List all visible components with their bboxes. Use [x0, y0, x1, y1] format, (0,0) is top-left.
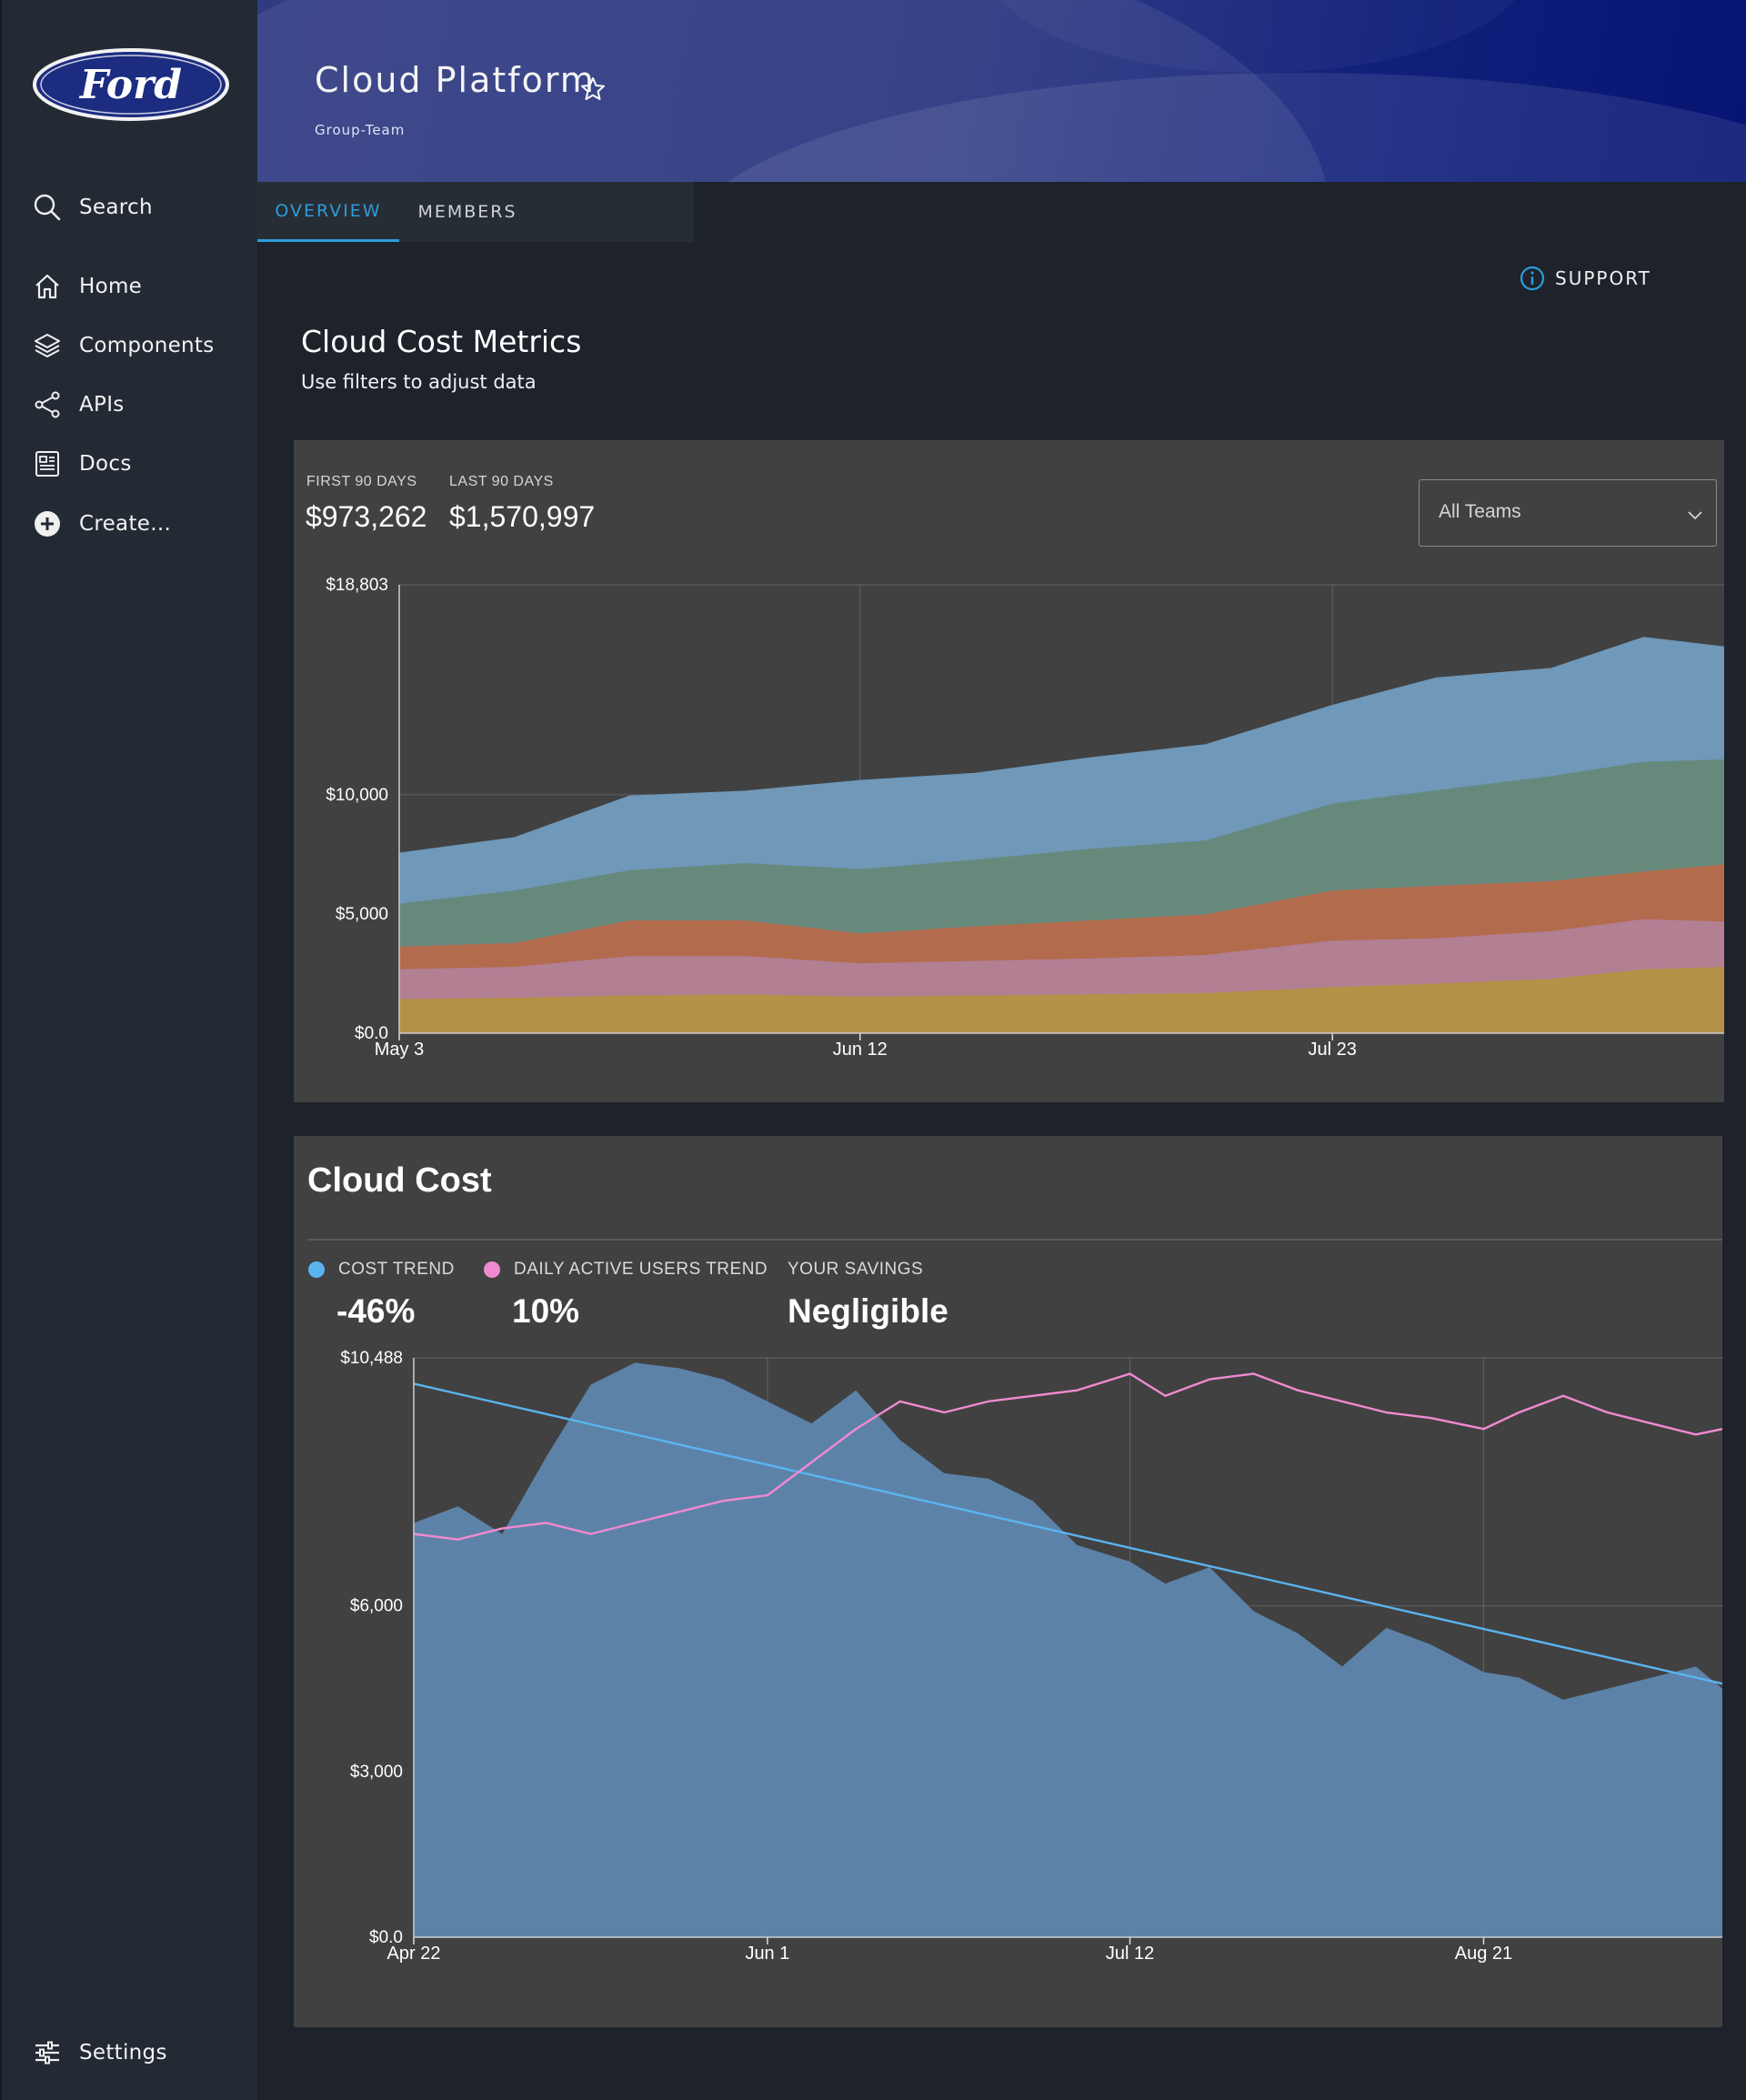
chevron-down-icon — [1688, 511, 1702, 520]
nav-components-label: Components — [79, 334, 215, 357]
x-tick-label: Jul 23 — [1309, 1040, 1357, 1060]
star-icon[interactable] — [579, 75, 607, 103]
y-tick-label: $6,000 — [350, 1597, 403, 1616]
tab-group: OVERVIEW MEMBERS — [257, 182, 694, 242]
y-tick-label: $0.0 — [369, 1928, 403, 1947]
x-tick-label: Jun 1 — [745, 1944, 789, 1964]
nav-apis-label: APIs — [79, 393, 125, 417]
x-tick-label: Jul 12 — [1106, 1944, 1154, 1964]
nav-settings[interactable]: Settings — [33, 2033, 251, 2073]
support-link[interactable]: SUPPORT — [1519, 264, 1651, 293]
page-header: Cloud Platform Group-Team — [257, 0, 1746, 182]
sidebar: Ford Search Home Components APIs Docs Cr… — [0, 0, 257, 2100]
page-subtitle: Group-Team — [315, 122, 406, 138]
cloud-cost-area[interactable] — [414, 1362, 1722, 1937]
cost-metrics-chart: $0.0 $5,000 $10,000 $18,803 May 3 Jun 12 Jul 2… — [326, 576, 1724, 1060]
nav-docs[interactable]: Docs — [33, 444, 251, 484]
tab-overview[interactable]: OVERVIEW — [257, 182, 399, 242]
x-tick-label: Apr 22 — [387, 1944, 441, 1964]
nav-docs-label: Docs — [79, 452, 132, 476]
y-tick-label: $10,000 — [326, 786, 388, 805]
cost-trend-line[interactable] — [413, 1382, 1722, 1685]
nav-search[interactable]: Search — [33, 187, 251, 227]
area-series-4[interactable] — [398, 637, 1724, 904]
cost-trend-value: -46% — [336, 1292, 416, 1330]
nav-home[interactable]: Home — [33, 266, 251, 306]
nav-search-label: Search — [79, 196, 153, 219]
ford-logo[interactable]: Ford — [32, 47, 230, 122]
x-tick-label: Jun 12 — [833, 1040, 888, 1060]
first-90-days-value: $973,262 — [306, 500, 427, 533]
tab-members[interactable]: MEMBERS — [417, 202, 517, 222]
sliders-icon — [35, 2041, 59, 2065]
cloud-cost-card: Cloud Cost COST TREND -46% DAILY ACTIVE … — [294, 1136, 1722, 2027]
team-filter-select[interactable]: All Teams — [1419, 479, 1717, 547]
cloud-cost-chart: $0.0 $3,000 $6,000 $10,488 Apr 22 Jun 1 Jul 12… — [340, 1349, 1722, 1964]
divider — [307, 1239, 1722, 1241]
share-icon — [35, 391, 60, 418]
nav-create-label: Create... — [79, 512, 172, 536]
y-tick-label: $3,000 — [350, 1763, 403, 1782]
first-90-days-label: FIRST 90 DAYS — [306, 474, 417, 489]
dau-trend-line[interactable] — [413, 1372, 1722, 1541]
savings-label: YOUR SAVINGS — [788, 1260, 924, 1279]
cloud-cost-title: Cloud Cost — [307, 1161, 492, 1200]
home-icon — [35, 274, 59, 299]
nav-settings-label: Settings — [79, 2041, 167, 2065]
dau-trend-dot — [484, 1261, 500, 1278]
docs-icon — [35, 451, 59, 477]
y-tick-label: $10,488 — [340, 1349, 403, 1368]
section-title: Cloud Cost Metrics — [301, 324, 582, 359]
team-filter-value: All Teams — [1439, 501, 1521, 522]
cost-trend-label: COST TREND — [338, 1260, 455, 1279]
header-decoration — [257, 0, 1746, 182]
last-90-days-value: $1,570,997 — [449, 500, 596, 533]
x-tick-label: Aug 21 — [1455, 1944, 1512, 1964]
section-subtitle: Use filters to adjust data — [301, 371, 537, 393]
dau-trend-value: 10% — [512, 1292, 580, 1330]
y-tick-label: $0.0 — [355, 1024, 388, 1043]
cost-metrics-card: FIRST 90 DAYS $973,262 LAST 90 DAYS $1,5… — [294, 440, 1724, 1102]
support-label: SUPPORT — [1555, 267, 1651, 289]
cost-trend-dot — [308, 1261, 325, 1278]
layers-icon — [35, 334, 60, 357]
page-title: Cloud Platform — [315, 60, 596, 100]
savings-value: Negligible — [788, 1292, 948, 1330]
nav-components[interactable]: Components — [33, 326, 251, 366]
plus-circle-icon — [35, 511, 60, 537]
y-tick-label: $5,000 — [336, 905, 388, 924]
nav-home-label: Home — [79, 275, 143, 298]
nav-create[interactable]: Create... — [33, 504, 251, 544]
info-icon — [1520, 266, 1545, 291]
dau-trend-label: DAILY ACTIVE USERS TREND — [514, 1260, 768, 1279]
search-icon — [34, 194, 61, 221]
nav-apis[interactable]: APIs — [33, 385, 251, 425]
last-90-days-label: LAST 90 DAYS — [449, 474, 554, 489]
tab-bar: OVERVIEW MEMBERS — [257, 182, 1746, 242]
y-tick-label: $18,803 — [326, 576, 388, 595]
x-tick-label: May 3 — [375, 1040, 424, 1060]
svg-text:Ford: Ford — [78, 62, 182, 108]
